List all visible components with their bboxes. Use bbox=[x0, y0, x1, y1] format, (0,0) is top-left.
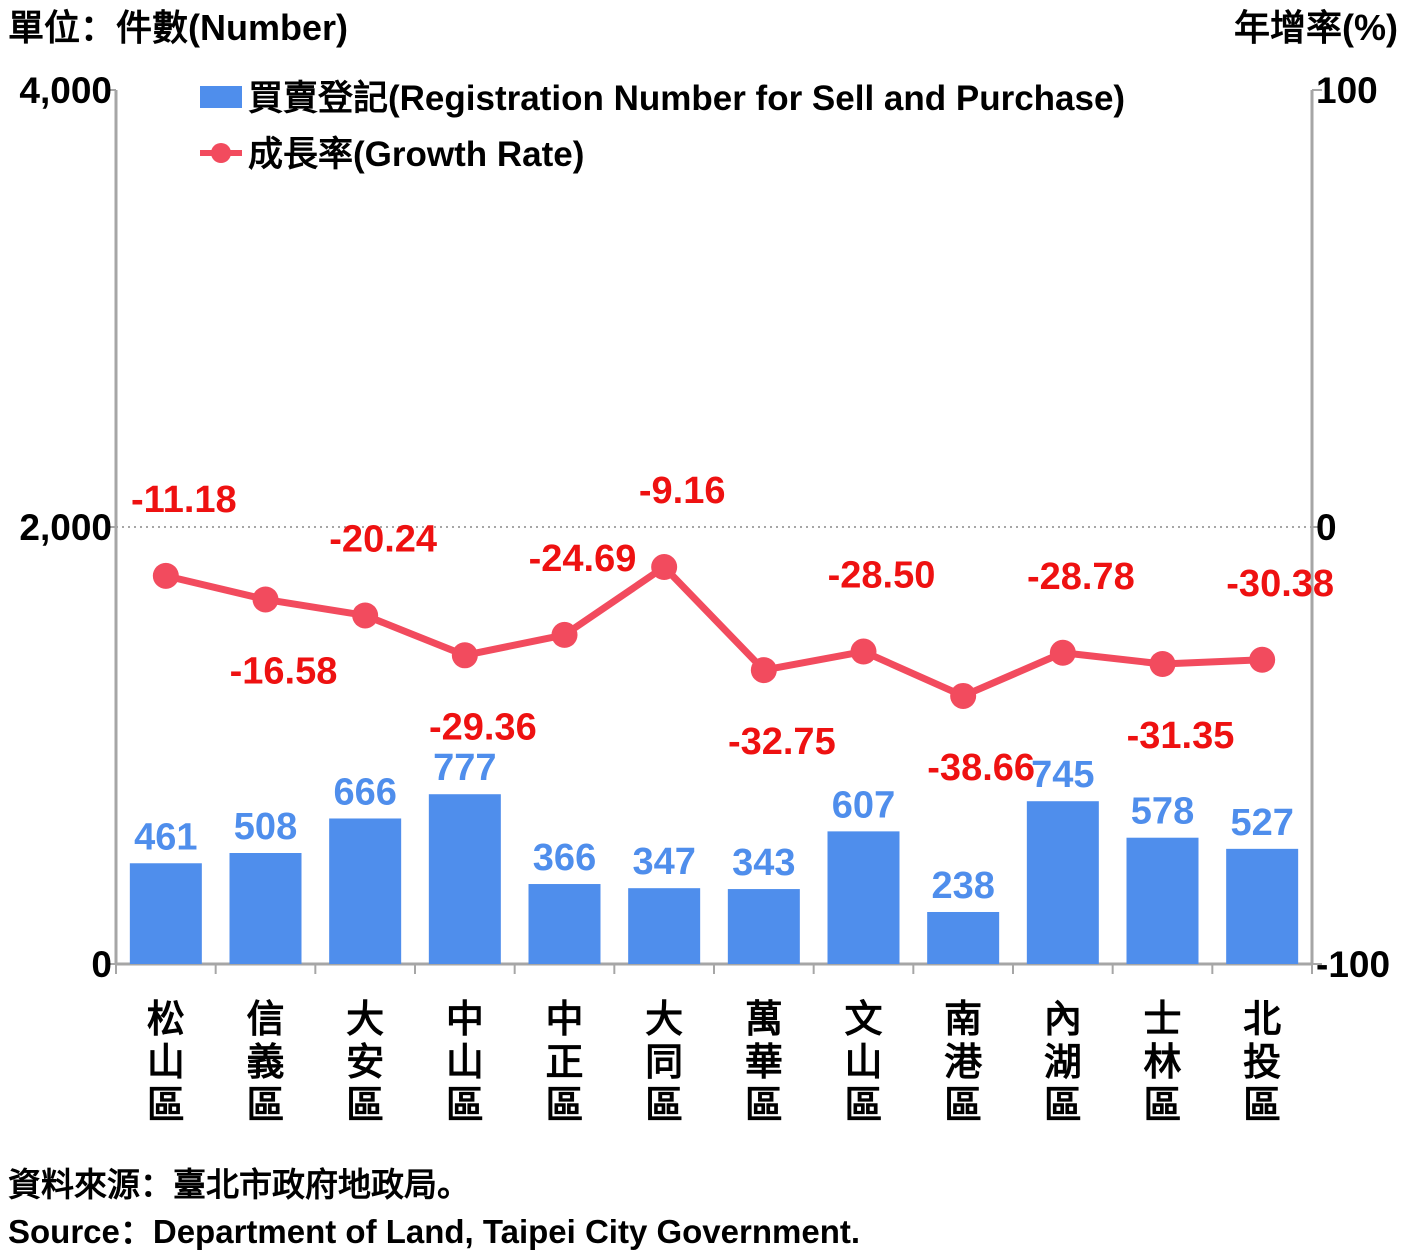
category-label: 松山區 bbox=[147, 999, 185, 1127]
legend: 買賣登記(Registration Number for Sell and Pu… bbox=[200, 79, 1125, 174]
growth-data-label: -20.24 bbox=[329, 518, 437, 560]
bar-data-label: 343 bbox=[732, 842, 795, 884]
growth-data-label: -28.50 bbox=[828, 555, 936, 597]
growth-data-label: -28.78 bbox=[1027, 556, 1135, 598]
bar-data-label: 347 bbox=[632, 841, 695, 883]
bar bbox=[1226, 848, 1299, 964]
bar bbox=[329, 818, 402, 964]
bar bbox=[129, 863, 202, 964]
bar-data-label: 461 bbox=[134, 816, 197, 858]
bar bbox=[528, 884, 601, 964]
bar-data-label: 508 bbox=[234, 806, 297, 848]
growth-point bbox=[750, 657, 777, 684]
bar-data-label: 745 bbox=[1031, 754, 1094, 796]
growth-labels: -11.18 -16.58 -20.24 -29.36 -24.69-9.16 -32.7… bbox=[131, 470, 1334, 789]
growth-point bbox=[1049, 639, 1076, 666]
legend-line-label: 成長率(Growth Rate) bbox=[248, 135, 584, 174]
bar bbox=[1026, 801, 1099, 964]
left-tick-label: 2,000 bbox=[19, 507, 112, 548]
bar bbox=[727, 889, 800, 964]
bar-data-label: 666 bbox=[333, 771, 396, 813]
bars bbox=[129, 794, 1299, 964]
source-en: Source：Department of Land, Taipei City G… bbox=[8, 1213, 861, 1250]
bar bbox=[628, 888, 701, 964]
bar-data-label: 527 bbox=[1230, 802, 1293, 844]
growth-point bbox=[1249, 646, 1276, 673]
category-label: 萬華區 bbox=[745, 999, 783, 1127]
axes: 0 2,000 4,000 -100 0 100 bbox=[19, 70, 1390, 985]
left-tick-label: 0 bbox=[91, 944, 112, 985]
bar-data-label: 777 bbox=[433, 747, 496, 789]
bar bbox=[927, 911, 1000, 964]
bar-data-label: 238 bbox=[931, 865, 994, 907]
growth-point bbox=[1149, 650, 1176, 677]
right-tick-label: 0 bbox=[1316, 507, 1337, 548]
growth-point bbox=[950, 682, 977, 709]
right-axis-unit: 年增率(%) bbox=[1234, 7, 1398, 48]
growth-data-label: -30.38 bbox=[1226, 563, 1334, 605]
category-label: 大安區 bbox=[346, 999, 384, 1127]
right-tick-label: -100 bbox=[1316, 944, 1390, 985]
bar bbox=[1126, 837, 1199, 964]
bar-data-label: 578 bbox=[1131, 791, 1194, 833]
source-zh: 資料來源：臺北市政府地政局。 bbox=[8, 1166, 470, 1203]
growth-data-label: -24.69 bbox=[529, 538, 637, 580]
category-label: 中山區 bbox=[446, 999, 484, 1127]
bar bbox=[827, 831, 900, 964]
left-tick-label: 4,000 bbox=[19, 70, 112, 111]
bar-data-label: 366 bbox=[533, 837, 596, 879]
category-label: 中正區 bbox=[545, 999, 583, 1127]
bar bbox=[428, 794, 501, 964]
category-label: 士林區 bbox=[1143, 999, 1181, 1127]
category-label: 北投區 bbox=[1243, 999, 1281, 1127]
growth-data-label: -11.18 bbox=[131, 479, 237, 521]
category-label: 南港區 bbox=[944, 999, 983, 1127]
growth-data-label: -16.58 bbox=[230, 650, 338, 692]
category-label: 大同區 bbox=[645, 999, 683, 1127]
growth-data-label: -38.66 bbox=[927, 747, 1035, 789]
legend-bar-label: 買賣登記(Registration Number for Sell and Pu… bbox=[248, 79, 1125, 118]
growth-point bbox=[252, 586, 279, 613]
growth-data-label: -31.35 bbox=[1127, 715, 1235, 757]
legend-bar-swatch bbox=[200, 86, 242, 108]
growth-data-label: -29.36 bbox=[429, 706, 537, 748]
category-label: 文山區 bbox=[844, 999, 882, 1127]
growth-data-label: -9.16 bbox=[639, 470, 726, 512]
growth-data-label: -32.75 bbox=[728, 721, 836, 763]
growth-point bbox=[152, 562, 179, 589]
growth-point bbox=[352, 602, 379, 629]
growth-point bbox=[551, 621, 578, 648]
growth-point bbox=[651, 554, 678, 581]
growth-series-line bbox=[165, 563, 1263, 700]
growth-line bbox=[152, 554, 1276, 709]
category-labels: 松山區 信義區 大安區 中山區 中正區 大同區 萬華區 文山區 南港區 內湖區 士林區 北投區 bbox=[147, 999, 1281, 1127]
bar-data-label: 607 bbox=[832, 784, 895, 826]
growth-point bbox=[850, 638, 877, 665]
right-tick-label: 100 bbox=[1316, 70, 1378, 111]
category-label: 內湖區 bbox=[1044, 999, 1082, 1127]
category-label: 信義區 bbox=[246, 999, 284, 1127]
bar-labels: 461 508 666 777 366 347 343 607 238 745 578 527 bbox=[134, 747, 1294, 907]
left-axis-unit: 單位：件數(Number) bbox=[8, 7, 348, 48]
bar bbox=[229, 853, 302, 964]
legend-line-marker bbox=[211, 143, 231, 163]
growth-point bbox=[451, 642, 478, 669]
